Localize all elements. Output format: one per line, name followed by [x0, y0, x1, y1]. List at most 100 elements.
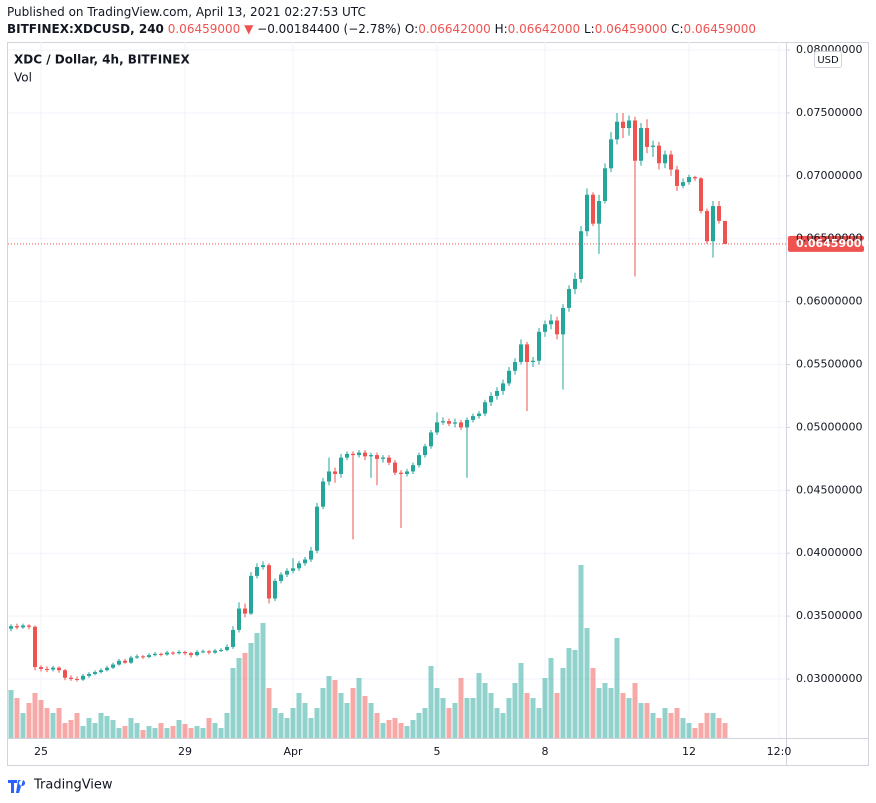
candle-body [105, 667, 109, 671]
candle-body [207, 651, 211, 653]
volume-bar [686, 723, 692, 738]
candle-body [315, 506, 319, 551]
candle-body [387, 457, 391, 463]
y-tick-label: 0.07500000 [796, 106, 862, 119]
volume-bar [32, 693, 38, 738]
volume-bar [98, 713, 104, 738]
candle-body [447, 421, 451, 424]
candle-body [525, 344, 529, 363]
volume-bar [164, 728, 170, 738]
candle-body [363, 452, 367, 457]
h-label: H: [494, 22, 508, 36]
candle-body [651, 145, 655, 147]
price: 0.06459000 [167, 22, 241, 36]
volume-bar [320, 688, 326, 738]
candle-body [339, 457, 343, 474]
volume-bar [524, 693, 530, 738]
candle-body [135, 656, 139, 658]
candle-body [39, 667, 43, 669]
volume-bar [398, 723, 404, 738]
frame [7, 42, 869, 766]
volume-bar [122, 726, 128, 738]
volume-bar [518, 663, 524, 738]
volume-bar [512, 683, 518, 738]
candle-body [141, 656, 145, 658]
symbol: BITFINEX:XDCUSD, 240 [7, 22, 164, 36]
y-tick-label: 0.03000000 [796, 672, 862, 685]
candle-body [429, 432, 433, 447]
candle-body [663, 154, 667, 164]
volume-bar [476, 673, 482, 738]
last-price-label: 0.06459000 [796, 237, 869, 250]
volume-bar [104, 716, 110, 738]
candle-body [63, 670, 67, 678]
candle-body [255, 567, 259, 576]
candle-body [645, 128, 649, 147]
y-tick-label: 0.08000000 [796, 43, 862, 56]
candle-body [15, 626, 19, 628]
volume-bar [170, 726, 176, 738]
volume-bar [182, 724, 188, 738]
candle-body [195, 651, 199, 656]
candle-body [627, 120, 631, 129]
candle-body [417, 455, 421, 466]
currency: USD [817, 55, 839, 66]
candle-body [291, 568, 295, 571]
volume-bar [218, 728, 224, 738]
candle-body [585, 194, 589, 232]
volume-bar [566, 648, 572, 738]
candle-body [117, 660, 121, 665]
candle-body [681, 182, 685, 186]
volume-bar [284, 718, 290, 738]
candle-body [537, 331, 541, 361]
candle-body [705, 211, 709, 242]
volume-bar [44, 708, 50, 738]
y-tick-label: 0.04000000 [796, 546, 862, 559]
candle-body [477, 413, 481, 417]
chart-title: XDC / Dollar, 4h, BITFINEX [14, 53, 191, 67]
volume-bar [62, 723, 68, 738]
candle-body [153, 653, 157, 656]
volume-bar [296, 693, 302, 738]
change: −0.00184400 (−2.78%) [257, 22, 402, 36]
volume-bar [548, 658, 554, 738]
candle-body [549, 320, 553, 325]
x-tick-label: Apr [283, 745, 303, 758]
candle-body [75, 679, 79, 681]
volume-bar [716, 718, 722, 738]
volume-bar [212, 723, 218, 738]
candle-body [297, 563, 301, 569]
l-value: 0.06459000 [594, 22, 668, 36]
candle-body [717, 206, 721, 221]
candle-body [285, 570, 289, 575]
candle-body [687, 177, 691, 183]
candle-body [267, 565, 271, 599]
volume-bar [140, 730, 146, 738]
candle-body [531, 360, 535, 363]
candle-body [351, 453, 355, 456]
candle-body [321, 481, 325, 507]
volume-bar [494, 708, 500, 738]
candle-body [51, 667, 55, 670]
candle-body [213, 650, 217, 653]
volume-bar [278, 713, 284, 738]
volume-bar [38, 700, 44, 738]
volume-bar [248, 643, 254, 738]
candle-body [519, 344, 523, 363]
candle-body [453, 422, 457, 424]
volume-bar [128, 718, 134, 738]
candle-body [225, 646, 229, 651]
volume-bar [458, 678, 464, 738]
candle-body [555, 320, 559, 335]
candle-body [501, 383, 505, 391]
volume-bar [422, 708, 428, 738]
volume-bar [14, 698, 20, 738]
volume-bar [578, 565, 584, 738]
candle-body [615, 121, 619, 140]
volume-bar [644, 703, 650, 738]
x-tick-label: 12:0 [767, 745, 792, 758]
candle-body [111, 664, 115, 668]
candle-body [693, 177, 697, 179]
volume-bar [692, 728, 698, 738]
candle-body [657, 145, 661, 164]
